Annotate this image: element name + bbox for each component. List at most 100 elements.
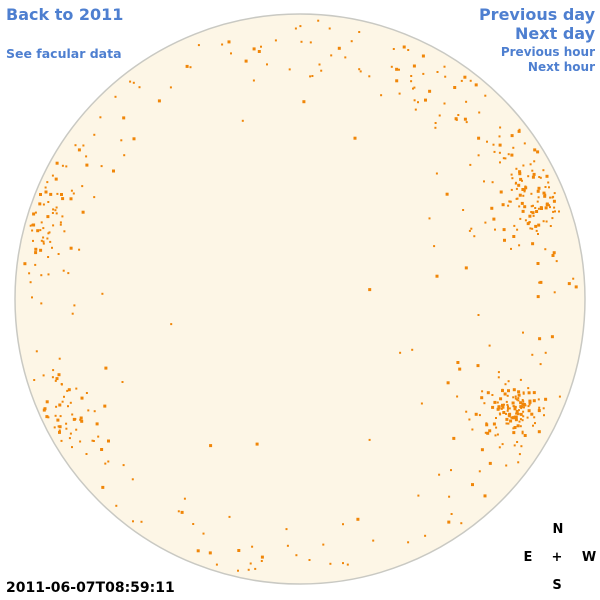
sunspot-dot [517,399,520,402]
sunspot-dot [558,395,561,398]
sunspot-dot [473,235,476,238]
sunspot-dot [528,214,532,218]
sunspot-dot [309,41,312,44]
sunspot-dot [252,47,256,51]
sunspot-dot [509,419,513,423]
sunspot-dot [450,513,453,515]
sunspot-dot [93,196,96,199]
sunspot-dot [95,422,99,426]
sunspot-dot [519,418,522,421]
sunspot-dot [507,204,510,207]
sunspot-dot [531,227,534,230]
sunspot-dot [157,99,161,103]
previous-hour-link[interactable]: Previous hour [500,45,595,59]
sunspot-dot [518,172,522,176]
sunspot-dot [537,398,540,401]
sunspot-dot [519,217,522,220]
sunspot-dot [320,69,323,72]
sunspot-dot [49,240,52,243]
sunspot-dot [372,539,375,542]
see-facular-data-link[interactable]: See facular data [6,46,122,61]
sunspot-dot [468,418,471,421]
sunspot-dot [552,251,556,255]
sunspot-dot [552,210,555,213]
sunspot-dot [519,425,522,428]
sunspot-dot [221,43,224,46]
sunspot-dot [498,151,501,154]
sunspot-dot [517,393,521,397]
sunspot-dot [51,174,54,177]
sunspot-dot [435,172,438,175]
sunspot-dot [517,397,520,400]
sunspot-dot [40,221,43,224]
sunspot-dot [523,190,526,193]
sunspot-dot [58,430,61,434]
sunspot-dot [522,410,525,413]
sunspot-dot [32,212,36,216]
sunspot-dot [120,139,123,142]
sunspot-dot [512,235,516,238]
sunspot-dot [55,405,58,408]
sunspot-dot [540,207,543,210]
back-to-2011-link[interactable]: Back to 2011 [6,5,124,24]
sunspot-dot [516,424,520,428]
sunspot-dot [47,232,50,235]
sunspot-dot [483,180,485,183]
sunspot-dot [483,402,486,405]
sunspot-dot [43,407,47,411]
sunspot-dot [129,80,132,83]
sunspot-dot [484,221,487,224]
sunspot-dot [237,569,239,572]
sunspot-dot [65,165,68,168]
next-day-link[interactable]: Next day [515,24,595,43]
sunspot-dot [73,304,76,307]
sunspot-dot [498,412,501,415]
sunspot-dot [237,549,241,552]
sunspot-dot [537,186,541,190]
sunspot-dot [531,242,535,246]
previous-day-link[interactable]: Previous day [478,5,595,24]
sunspot-dot [468,229,471,232]
sunspot-dot [484,94,487,97]
sunspot-dot [31,296,33,299]
sunspot-dot [523,142,526,145]
sunspot-dot [121,381,124,383]
sunspot-dot [412,87,414,90]
sunspot-dot [72,192,75,195]
sunspot-dot [81,185,84,188]
sunspot-dot [380,94,383,97]
sunspot-dot [567,282,571,286]
sunspot-dot [516,398,519,401]
sunspot-dot [507,153,510,156]
sunspot-dot [471,428,474,431]
sunspot-dot [497,376,500,379]
sunspot-dot [510,247,512,250]
sunspot-dot [424,98,427,102]
sunspot-dot [508,200,511,203]
sunspot-dot [505,417,509,421]
sunspot-dot [538,337,542,341]
sunspot-dot [532,391,536,395]
sunspot-dot [510,134,514,138]
sunspot-dot [438,473,441,476]
sunspot-dot [499,126,502,129]
sunspot-dot [260,560,263,562]
next-hour-link[interactable]: Next hour [527,60,595,74]
compass-south-label: S [552,578,562,593]
sunspot-dot [82,144,85,147]
sunspot-dot [436,71,439,73]
sunspot-dot [505,400,508,403]
sunspot-dot [505,422,508,425]
sunspot-dot [515,187,518,190]
sunspot-dot [69,197,73,201]
sunspot-dot [395,67,399,71]
sunspot-dot [518,170,522,174]
sunspot-dot [398,68,400,71]
sunspot-dot [516,197,519,200]
sunspot-dot [58,429,61,432]
sunspot-dot [38,202,42,206]
sunspot-dot [36,229,40,233]
sunspot-dot [255,442,259,446]
